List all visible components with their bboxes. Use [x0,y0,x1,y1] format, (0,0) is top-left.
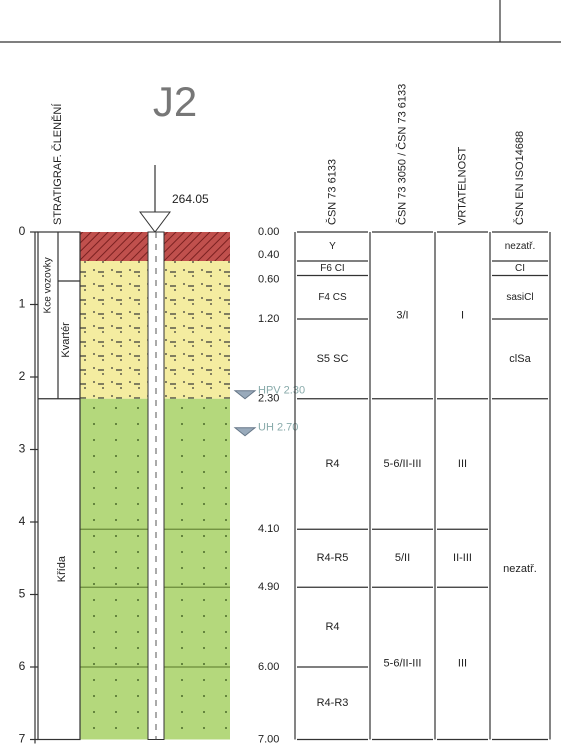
cell: F6 CI [320,263,344,274]
elevation: 264.05 [172,192,209,206]
cell: 5-6/II-III [384,458,422,470]
depth-label: 0.00 [258,226,279,238]
strat-label: Kvartér [60,322,72,358]
depth-label: 6.00 [258,661,279,673]
borehole-log: J2 STRATIGRAF. ČLENĚNÍ 264.05 0 1 2 3 4 5 6 7 Kv… [0,0,561,746]
water-marker [235,428,255,436]
depth-label: 1.20 [258,313,279,325]
cell: 3/I [396,309,408,321]
depth-label: 7.00 [258,733,279,745]
strat-label: Křída [56,555,68,582]
strat-header: STRATIGRAF. ČLENĚNÍ [51,103,64,225]
tick-label: 4 [19,514,26,528]
column-header: ČSN EN ISO14688 [513,131,526,225]
cell: F4 CS [318,292,347,303]
cell: CI [515,263,525,274]
depth-label: 4.10 [258,523,279,535]
title: J2 [153,78,197,125]
cell: 5/II [395,552,410,564]
tick-label: 3 [19,442,26,456]
cell: II-III [453,552,472,564]
cell: R4-R5 [317,552,349,564]
column-header: ČSN 73 3050 / ČSN 73 6133 [395,84,408,225]
water-label: UH 2.70 [258,422,298,434]
cell: I [461,309,464,321]
tick-label: 1 [19,297,26,311]
column-header: VRTATELNOST [456,146,468,225]
tick-label: 5 [19,587,26,601]
cell: III [458,657,467,669]
cell: nezatř. [503,563,537,575]
column-header: ČSN 73 6133 [325,159,338,225]
cell: Y [329,241,336,252]
water-label: HPV 2.30 [258,385,305,397]
cell: R4-R3 [317,697,349,709]
tick-label: 6 [19,659,26,673]
cell: S5 SC [317,353,349,365]
tick-label: 0 [19,224,26,238]
tick-label: 2 [19,369,26,383]
cell: sasiCl [506,292,533,303]
elevation-marker [140,212,170,232]
cell: nezatř. [505,241,536,252]
cell: III [458,458,467,470]
depth-label: 4.90 [258,581,279,593]
strat-label: Kce vozovky [43,257,54,313]
cell: R4 [325,621,339,633]
cell: 5-6/II-III [384,657,422,669]
cell: clSa [509,353,531,365]
depth-label: 0.40 [258,249,279,261]
water-marker [235,391,255,399]
cell: R4 [325,458,339,470]
tick-label: 7 [19,732,26,746]
depth-label: 0.60 [258,273,279,285]
